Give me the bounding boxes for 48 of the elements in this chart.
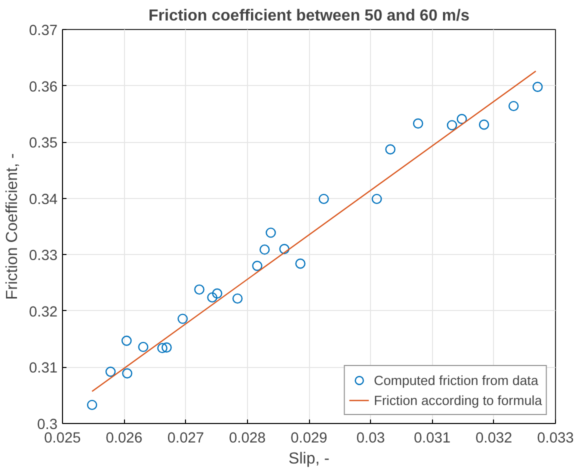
y-tick-label: 0.3 xyxy=(37,417,58,433)
x-tick-label: 0.031 xyxy=(414,430,451,446)
point xyxy=(279,244,290,254)
chart-title: Friction coefficient between 50 and 60 m/s xyxy=(148,8,470,24)
point xyxy=(105,366,116,377)
point xyxy=(162,342,172,353)
x-tick-label: 0.03 xyxy=(356,430,385,446)
point xyxy=(86,400,98,410)
point xyxy=(252,260,262,271)
point xyxy=(138,342,148,352)
point xyxy=(508,100,519,112)
point xyxy=(232,293,243,304)
point xyxy=(532,82,543,92)
x-tick-label: 0.029 xyxy=(290,430,328,446)
point xyxy=(212,288,222,299)
point xyxy=(260,244,270,255)
x-axis-title: Slip, - xyxy=(288,450,330,468)
point xyxy=(295,258,306,269)
y-tick-label: 0.32 xyxy=(28,304,58,320)
point xyxy=(478,120,490,130)
x-tick-label: 0.032 xyxy=(476,430,512,446)
point xyxy=(412,118,424,129)
y-tick-label: 0.31 xyxy=(28,360,58,377)
point xyxy=(385,144,396,154)
y-tick-label: 0.35 xyxy=(28,136,58,152)
x-tick-label: 0.025 xyxy=(44,430,81,446)
point xyxy=(372,194,382,204)
point xyxy=(446,120,458,130)
point xyxy=(194,284,204,295)
point xyxy=(157,342,168,354)
point xyxy=(178,314,188,324)
point xyxy=(121,336,132,346)
point xyxy=(122,368,132,378)
y-tick-label: 0.34 xyxy=(28,192,58,208)
y-tick-label: 0.33 xyxy=(28,248,58,264)
point xyxy=(318,194,329,204)
x-tick-label: 0.028 xyxy=(229,430,266,446)
point xyxy=(456,114,467,124)
point xyxy=(207,292,218,303)
point xyxy=(266,228,276,238)
x-tick-label: 0.026 xyxy=(106,430,142,446)
x-tick-label: 0.027 xyxy=(167,430,204,446)
legend-label: Computed friction from data xyxy=(374,372,538,388)
y-tick-label: 0.37 xyxy=(28,23,58,39)
legend-label: Friction according to formula xyxy=(374,392,542,408)
y-axis-title: Friction Coefficient, - xyxy=(4,153,21,300)
x-tick-label: 0.033 xyxy=(537,430,574,446)
y-tick-label: 0.36 xyxy=(28,79,58,96)
